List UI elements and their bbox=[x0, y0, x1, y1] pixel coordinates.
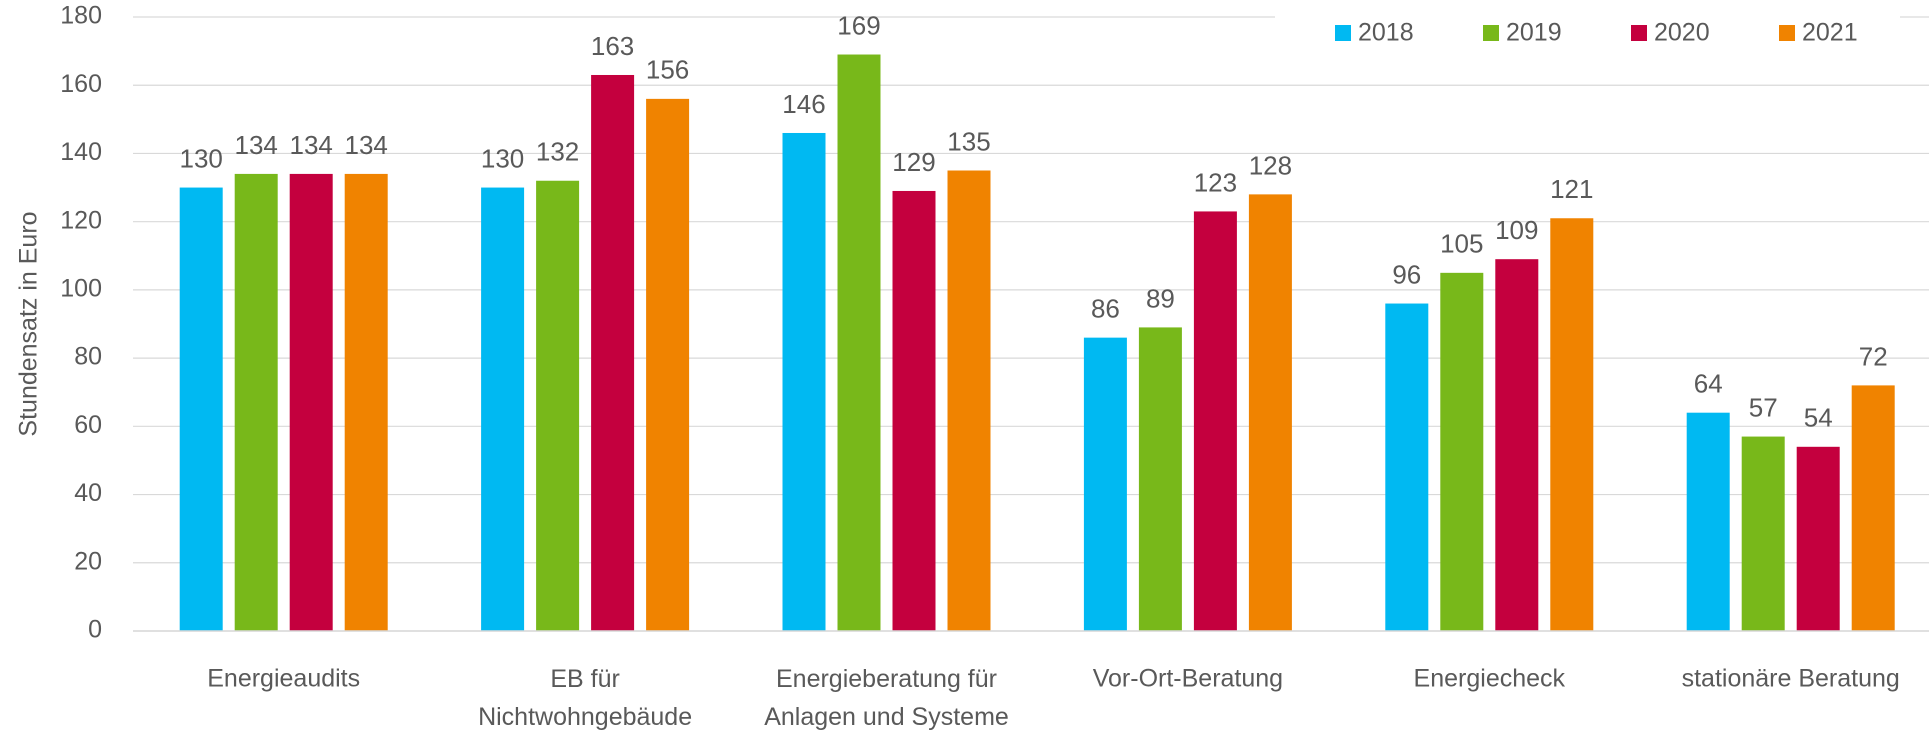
data-label: 163 bbox=[591, 31, 634, 61]
y-axis-label: Stundensatz in Euro bbox=[15, 211, 43, 436]
y-tick-label: 80 bbox=[74, 343, 102, 371]
y-tick-label: 120 bbox=[60, 206, 102, 234]
data-label: 121 bbox=[1550, 174, 1593, 204]
legend-background bbox=[1275, 0, 1900, 62]
bar bbox=[481, 187, 525, 632]
y-tick-label: 160 bbox=[60, 70, 102, 98]
bar bbox=[289, 173, 333, 631]
data-label: 129 bbox=[892, 147, 935, 177]
legend-label: 2019 bbox=[1506, 19, 1562, 47]
bar bbox=[234, 173, 278, 631]
data-label: 64 bbox=[1694, 369, 1723, 399]
bar bbox=[947, 170, 991, 631]
data-label: 146 bbox=[782, 89, 825, 119]
legend-label: 2018 bbox=[1358, 19, 1414, 47]
bar bbox=[646, 98, 690, 631]
data-label: 96 bbox=[1392, 259, 1421, 289]
y-tick-label: 0 bbox=[88, 616, 102, 644]
data-label: 109 bbox=[1495, 215, 1538, 245]
bar bbox=[1550, 218, 1594, 631]
y-tick-label: 180 bbox=[60, 2, 102, 30]
y-tick-label: 100 bbox=[60, 274, 102, 302]
bar bbox=[1741, 436, 1785, 631]
data-label: 130 bbox=[180, 143, 223, 173]
legend-label: 2020 bbox=[1654, 19, 1710, 47]
data-label: 130 bbox=[481, 143, 524, 173]
data-label: 128 bbox=[1249, 150, 1292, 180]
data-label: 134 bbox=[290, 130, 333, 160]
y-tick-label: 40 bbox=[74, 479, 102, 507]
data-label: 89 bbox=[1146, 283, 1175, 313]
bar bbox=[1248, 194, 1292, 631]
data-label: 57 bbox=[1749, 392, 1778, 422]
data-label: 86 bbox=[1091, 294, 1120, 324]
data-label: 169 bbox=[837, 10, 880, 40]
bar bbox=[179, 187, 223, 632]
x-tick-label: stationäre Beratung bbox=[1682, 665, 1900, 693]
data-label: 123 bbox=[1194, 167, 1237, 197]
x-tick-label: Energieberatung für Anlagen und Systeme bbox=[764, 665, 1009, 731]
bar bbox=[1385, 303, 1429, 631]
legend-swatch bbox=[1335, 25, 1351, 41]
bar bbox=[892, 190, 936, 631]
data-label: 135 bbox=[947, 126, 990, 156]
bar bbox=[1193, 211, 1237, 631]
bar bbox=[1083, 337, 1127, 631]
bar bbox=[1851, 385, 1895, 631]
bar bbox=[782, 132, 826, 631]
legend-swatch bbox=[1483, 25, 1499, 41]
x-tick-label: EB für Nichtwohngebäude bbox=[478, 665, 692, 731]
legend-swatch bbox=[1779, 25, 1795, 41]
x-tick-label: Vor-Ort-Beratung bbox=[1093, 665, 1283, 693]
data-label: 156 bbox=[646, 55, 689, 85]
y-tick-label: 140 bbox=[60, 138, 102, 166]
bar bbox=[1796, 446, 1840, 631]
data-label: 72 bbox=[1859, 341, 1888, 371]
data-label: 132 bbox=[536, 137, 579, 167]
data-label: 134 bbox=[235, 130, 278, 160]
y-tick-label: 20 bbox=[74, 547, 102, 575]
legend-label: 2021 bbox=[1802, 19, 1858, 47]
bar bbox=[1138, 327, 1182, 631]
y-tick-label: 60 bbox=[74, 411, 102, 439]
data-label: 54 bbox=[1804, 403, 1833, 433]
bar bbox=[344, 173, 388, 631]
bar bbox=[1686, 412, 1730, 631]
data-label: 105 bbox=[1440, 229, 1483, 259]
bar bbox=[536, 180, 580, 631]
bar bbox=[591, 74, 635, 631]
x-tick-label: Energieaudits bbox=[207, 665, 360, 693]
data-label: 134 bbox=[345, 130, 388, 160]
bar bbox=[837, 54, 881, 632]
bar bbox=[1440, 272, 1484, 631]
bar bbox=[1495, 259, 1539, 631]
legend-swatch bbox=[1631, 25, 1647, 41]
x-tick-label: Energiecheck bbox=[1414, 665, 1566, 693]
